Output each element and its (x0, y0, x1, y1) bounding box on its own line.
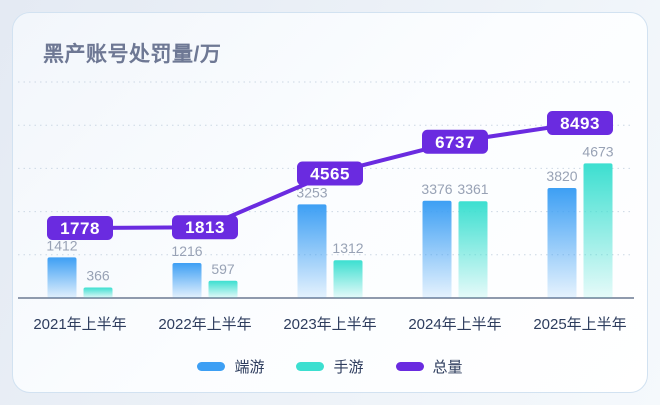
bar-端游-2021年上半年 (47, 257, 77, 298)
total-badge-value: 4565 (310, 165, 350, 184)
bar-value-label: 3361 (457, 181, 488, 197)
bar-端游-2022年上半年 (172, 262, 202, 298)
total-badge-value: 6737 (435, 133, 475, 152)
legend-swatch-mobile-games (296, 361, 325, 371)
legend-swatch-total (395, 361, 424, 371)
legend-label-total: 总量 (432, 358, 463, 376)
bar-端游-2024年上半年 (422, 200, 452, 298)
x-axis-label: 2022年上半年 (158, 316, 251, 333)
bar-value-label: 3820 (546, 168, 577, 184)
total-badge-value: 1778 (60, 219, 100, 238)
total-badge-box (422, 129, 488, 154)
chart-title: 黑产账号处罚量/万 (43, 43, 222, 66)
legend-swatch-pc-games (197, 361, 226, 371)
total-badge: 6737 (422, 129, 488, 154)
bar-value-label: 366 (86, 267, 110, 283)
legend-label-pc-games: 端游 (234, 358, 265, 376)
x-axis-label: 2025年上半年 (533, 316, 626, 333)
bar-手游-2021年上半年 (83, 287, 113, 298)
legend-item-total[interactable]: 总量 (395, 356, 463, 377)
bar-value-label: 1412 (46, 237, 77, 253)
bar-value-label: 597 (211, 261, 235, 277)
legend-item-pc-games[interactable]: 端游 (197, 356, 264, 377)
bar-端游-2025年上半年 (547, 187, 577, 298)
bar-手游-2025年上半年 (583, 163, 613, 298)
total-badge: 1813 (172, 215, 238, 240)
bar-手游-2023年上半年 (333, 260, 363, 298)
total-badge-box (47, 216, 113, 241)
bar-端游-2023年上半年 (297, 204, 327, 298)
x-axis-label: 2024年上半年 (408, 316, 501, 333)
bar-value-label: 1312 (332, 240, 363, 256)
bar-value-label: 1216 (171, 243, 202, 259)
chart-card: 黑产账号处罚量/万 (12, 12, 648, 393)
bar-value-label: 4673 (582, 143, 613, 159)
total-badge-value: 8493 (560, 114, 600, 133)
x-axis-label: 2021年上半年 (33, 316, 126, 333)
chart-legend: 端游 手游 总量 (0, 355, 660, 377)
legend-item-mobile-games[interactable]: 手游 (296, 356, 364, 377)
total-badge: 1778 (47, 216, 113, 241)
bar-value-label: 3376 (421, 181, 452, 197)
total-badge-box (547, 111, 613, 136)
x-axis-label: 2023年上半年 (283, 316, 376, 333)
bar-手游-2022年上半年 (208, 280, 238, 298)
legend-label-mobile-games: 手游 (333, 358, 364, 376)
total-badge-box (297, 161, 363, 186)
bar-手游-2024年上半年 (458, 201, 488, 298)
total-badge: 4565 (297, 161, 363, 186)
total-badge: 8493 (547, 111, 613, 136)
total-badge-box (172, 215, 238, 240)
total-badge-value: 1813 (185, 218, 225, 237)
bar-value-label: 3253 (296, 184, 327, 200)
